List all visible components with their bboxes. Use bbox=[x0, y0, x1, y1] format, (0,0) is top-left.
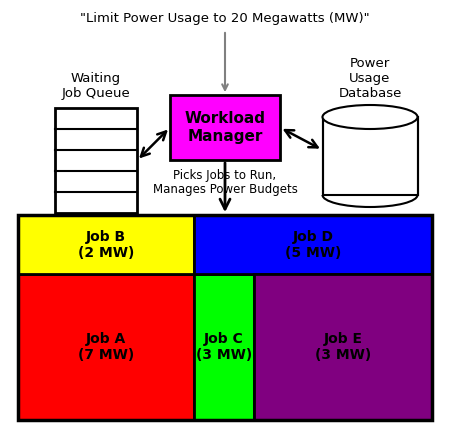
Bar bbox=[194, 274, 254, 420]
Bar bbox=[194, 215, 432, 274]
Bar bbox=[18, 274, 194, 420]
Bar bbox=[18, 215, 432, 420]
Bar bbox=[254, 274, 432, 420]
Text: Job C
(3 MW): Job C (3 MW) bbox=[196, 332, 252, 362]
Ellipse shape bbox=[323, 105, 418, 129]
Text: Waiting
Job Queue: Waiting Job Queue bbox=[62, 72, 130, 100]
Bar bbox=[18, 215, 194, 274]
Text: Job A
(7 MW): Job A (7 MW) bbox=[78, 332, 134, 362]
Text: "Limit Power Usage to 20 Megawatts (MW)": "Limit Power Usage to 20 Megawatts (MW)" bbox=[80, 12, 370, 25]
Bar bbox=[55, 108, 137, 213]
Text: Job B
(2 MW): Job B (2 MW) bbox=[78, 230, 134, 260]
Text: Job D
(5 MW): Job D (5 MW) bbox=[285, 230, 341, 260]
Bar bbox=[323, 117, 418, 195]
Text: Workload
Manager: Workload Manager bbox=[184, 111, 266, 144]
Text: Picks Jobs to Run,
Manages Power Budgets: Picks Jobs to Run, Manages Power Budgets bbox=[153, 168, 297, 197]
Text: Job E
(3 MW): Job E (3 MW) bbox=[315, 332, 371, 362]
Text: Power
Usage
Database: Power Usage Database bbox=[338, 57, 402, 100]
Bar bbox=[170, 95, 280, 160]
